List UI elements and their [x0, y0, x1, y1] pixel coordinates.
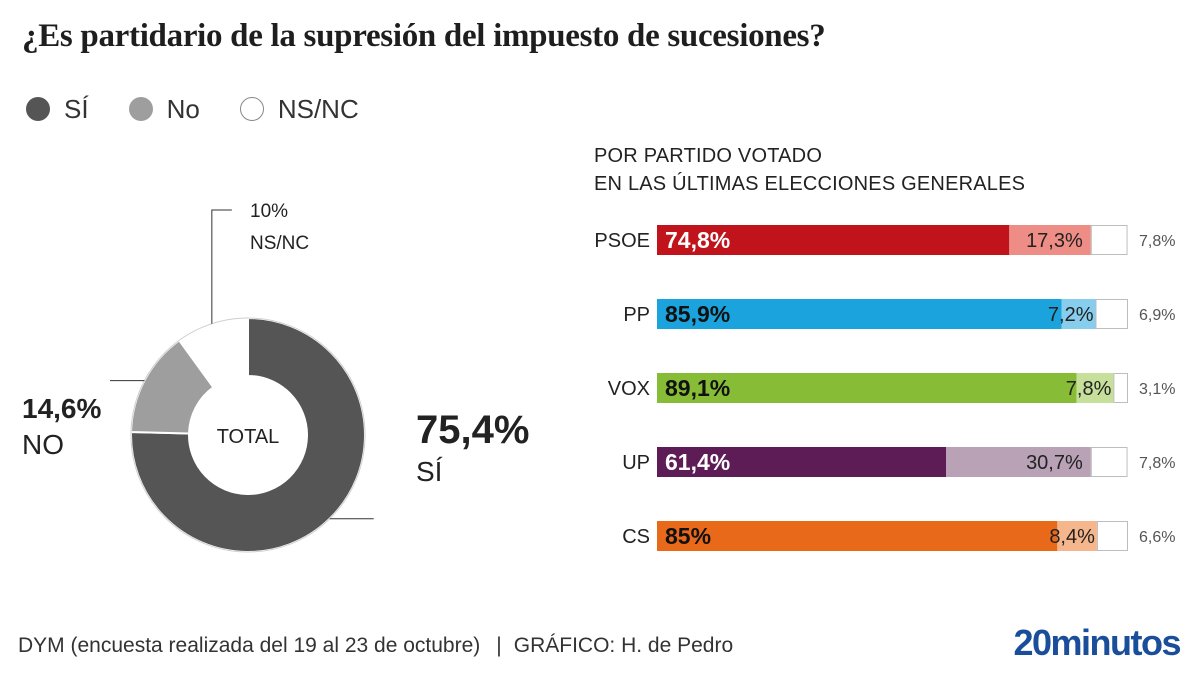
brand-logo: 20minutos	[1013, 622, 1181, 663]
legend: SÍ No NS/NC	[26, 92, 399, 126]
legend-swatch-nsnc	[239, 97, 264, 121]
chart-title: ¿Es partidario de la supresión del impue…	[22, 18, 826, 54]
footer-separator: |	[496, 634, 502, 657]
leader-line-nsnc	[211, 209, 232, 324]
bar-nsnc-up	[1090, 447, 1128, 477]
bar-si-up	[657, 447, 947, 477]
bar-label-si-psoe: 74,8%	[665, 227, 730, 253]
graphic-credit: GRÁFICO: H. de Pedro	[513, 634, 734, 657]
bar-category-label-vox: VOX	[608, 378, 650, 400]
bar-si-pp	[657, 299, 1062, 329]
donut-category-label-nsnc: NS/NC	[250, 233, 309, 254]
bar-no-psoe	[1009, 225, 1091, 255]
donut-category-label-si: SÍ	[416, 456, 443, 487]
bar-label-no-cs: 8,4%	[1049, 526, 1095, 548]
donut-category-label-no: NO	[22, 429, 64, 460]
bar-label-si-cs: 85%	[665, 523, 711, 549]
legend-label-no: No	[166, 93, 200, 124]
bar-no-up	[946, 447, 1091, 477]
donut-value-label-nsnc: 10%	[250, 201, 288, 222]
bar-label-nsnc-psoe: 7,8%	[1139, 233, 1175, 250]
legend-label-si: SÍ	[64, 93, 89, 124]
bar-nsnc-pp	[1095, 299, 1128, 329]
legend-swatch-si	[26, 97, 50, 121]
bar-label-nsnc-up: 7,8%	[1139, 455, 1175, 472]
bar-label-no-pp: 7,2%	[1048, 304, 1094, 326]
legend-swatch-no	[128, 97, 153, 121]
bar-category-label-pp: PP	[623, 304, 650, 326]
bar-category-label-psoe: PSOE	[594, 230, 650, 252]
bar-label-si-up: 61,4%	[665, 449, 730, 475]
bar-nsnc-vox	[1113, 373, 1129, 403]
bar-nsnc-psoe	[1090, 225, 1128, 255]
subheading-line-2: EN LAS ÚLTIMAS ELECCIONES GENERALES	[594, 173, 1026, 195]
bar-si-cs	[657, 521, 1058, 551]
legend-item-nsnc: NS/NC	[239, 93, 359, 125]
donut-center-label: TOTAL	[217, 426, 280, 448]
bar-category-label-up: UP	[622, 452, 650, 474]
bar-no-pp	[1061, 299, 1096, 329]
bar-label-no-vox: 7,8%	[1066, 378, 1112, 400]
legend-item-si: SÍ	[26, 94, 89, 125]
bar-label-nsnc-vox: 3,1%	[1139, 381, 1175, 398]
bar-label-no-psoe: 17,3%	[1026, 230, 1083, 252]
bar-no-cs	[1057, 521, 1097, 551]
footer: DYM (encuesta realizada del 19 al 23 de …	[18, 634, 733, 658]
bar-label-si-pp: 85,9%	[665, 301, 730, 327]
bar-category-label-cs: CS	[622, 526, 650, 548]
bar-no-vox	[1076, 373, 1114, 403]
bar-label-nsnc-pp: 6,9%	[1139, 307, 1175, 324]
bar-label-nsnc-cs: 6,6%	[1139, 529, 1175, 546]
legend-label-nsnc: NS/NC	[277, 93, 359, 124]
legend-item-no: No	[128, 93, 200, 125]
bar-si-psoe	[657, 225, 1010, 255]
source-note: DYM (encuesta realizada del 19 al 23 de …	[18, 634, 481, 657]
bar-si-vox	[657, 373, 1077, 403]
donut-outline	[130, 317, 366, 553]
subheading-line-1: POR PARTIDO VOTADO	[594, 145, 823, 167]
bar-chart-subheading: POR PARTIDO VOTADO EN LAS ÚLTIMAS ELECCI…	[594, 142, 1025, 198]
bar-label-si-vox: 89,1%	[665, 375, 730, 401]
donut-value-label-no: 14,6%	[22, 393, 101, 424]
bar-nsnc-cs	[1096, 521, 1128, 551]
donut-value-label-si: 75,4%	[416, 408, 529, 452]
bar-label-no-up: 30,7%	[1026, 452, 1083, 474]
